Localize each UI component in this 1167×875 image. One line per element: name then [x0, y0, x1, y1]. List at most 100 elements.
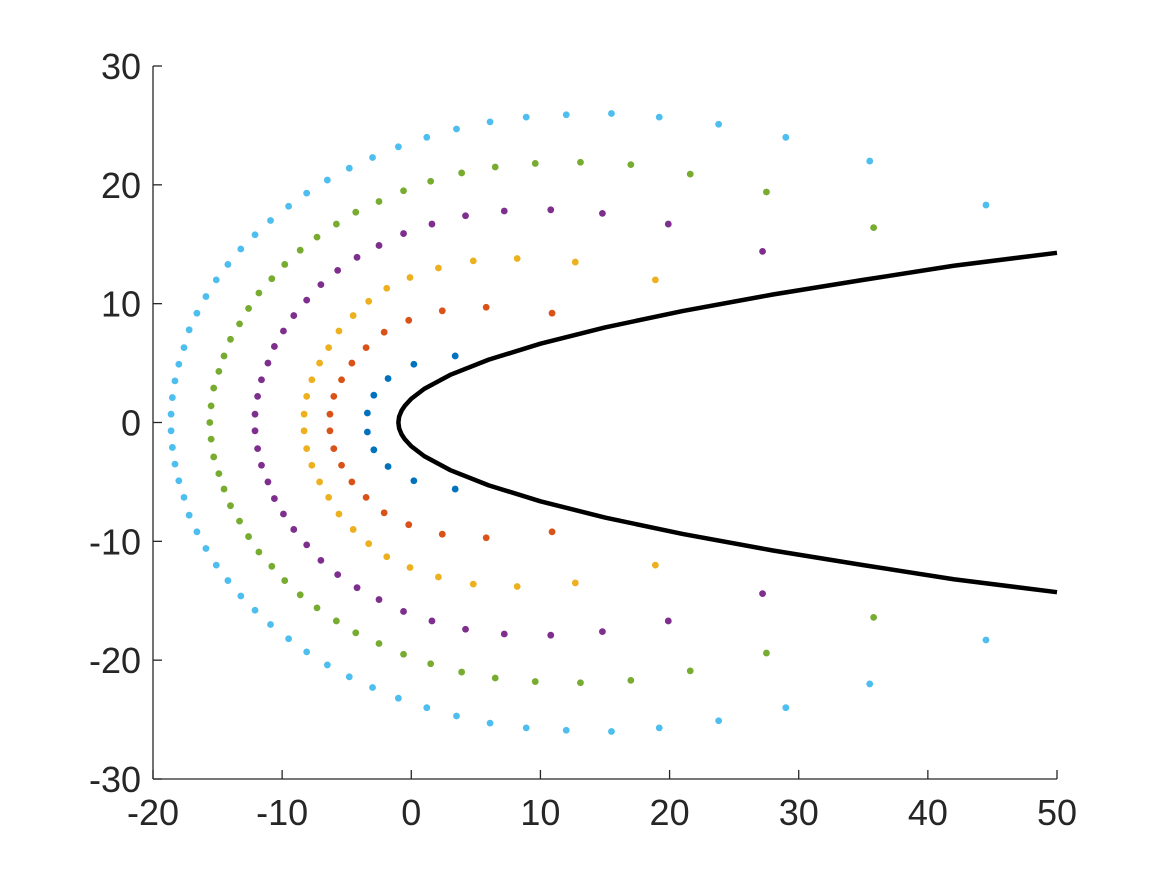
data-point [185, 326, 193, 334]
data-point [369, 154, 376, 161]
data-point [268, 275, 276, 283]
data-point [547, 631, 555, 639]
data-point [338, 376, 345, 384]
data-point [394, 694, 402, 702]
data-point [308, 376, 316, 384]
data-point [453, 125, 460, 133]
data-point [599, 628, 606, 636]
data-point [651, 561, 659, 569]
data-point [317, 281, 325, 289]
data-point [303, 445, 311, 453]
data-point [254, 392, 262, 400]
data-point [236, 320, 243, 328]
data-point [482, 303, 490, 311]
data-point [330, 445, 338, 453]
data-point [482, 534, 490, 542]
data-point [383, 284, 391, 292]
data-point [326, 427, 334, 435]
data-point [285, 635, 292, 643]
data-point [363, 409, 371, 417]
data-point [870, 613, 878, 621]
data-point [207, 435, 215, 443]
data-point [349, 526, 357, 533]
data-point [237, 245, 245, 253]
data-point [375, 242, 383, 249]
y-tick-label: -20 [89, 640, 141, 681]
data-point [384, 375, 392, 382]
data-point [400, 230, 407, 237]
data-point [435, 264, 442, 272]
data-point [296, 246, 304, 254]
data-point [608, 728, 615, 735]
data-point [258, 376, 265, 384]
data-point [686, 170, 694, 178]
data-point [330, 392, 338, 400]
data-point [627, 676, 635, 684]
data-point [345, 164, 353, 172]
data-point [255, 548, 263, 556]
data-point [577, 679, 584, 687]
data-point [363, 428, 371, 436]
data-point [486, 118, 494, 126]
data-point [268, 562, 276, 570]
data-point [264, 359, 272, 367]
data-point [180, 344, 188, 352]
data-point [870, 224, 878, 232]
data-point [245, 305, 252, 312]
data-point [251, 410, 259, 418]
y-tick-label: 10 [101, 284, 141, 325]
data-point [220, 485, 228, 493]
data-point [303, 189, 311, 197]
data-point [168, 444, 176, 451]
data-point [548, 528, 556, 536]
data-point [500, 207, 508, 215]
data-point [438, 530, 446, 538]
data-point [655, 724, 663, 732]
data-point [571, 258, 579, 266]
plot-area [167, 110, 1058, 735]
data-point [491, 163, 499, 171]
data-point [171, 460, 179, 468]
data-point [270, 343, 278, 350]
data-point [763, 188, 770, 196]
data-point [410, 360, 418, 368]
data-point [982, 201, 990, 209]
data-point [531, 678, 539, 685]
data-point [491, 674, 499, 682]
data-point [462, 625, 469, 633]
data-point [651, 276, 659, 284]
x-tick-label: 40 [908, 792, 948, 833]
data-point [345, 673, 353, 681]
data-point [759, 247, 766, 255]
x-tick-label: 30 [779, 792, 819, 833]
data-point [215, 368, 223, 375]
data-point [224, 261, 232, 268]
data-point [316, 359, 323, 367]
data-point [686, 667, 694, 675]
x-tick-label: -10 [256, 792, 308, 833]
data-point [406, 274, 414, 281]
data-point [866, 680, 874, 688]
data-point [193, 309, 201, 317]
data-point [410, 477, 418, 485]
data-point [522, 724, 530, 732]
data-point [303, 648, 311, 656]
data-point [251, 427, 259, 435]
data-point [185, 511, 193, 519]
y-tick-label: -10 [89, 521, 141, 562]
y-tick-label: 20 [101, 165, 141, 206]
data-point [193, 528, 201, 536]
data-point [531, 160, 539, 167]
data-point [325, 493, 333, 501]
data-point [171, 377, 179, 385]
series-6 [167, 110, 990, 735]
data-point [513, 255, 521, 262]
data-point [296, 591, 304, 599]
data-point [375, 640, 383, 647]
data-point [655, 113, 663, 121]
data-point [237, 592, 245, 600]
data-point [469, 580, 477, 588]
data-point [280, 510, 287, 518]
data-point [212, 276, 220, 284]
